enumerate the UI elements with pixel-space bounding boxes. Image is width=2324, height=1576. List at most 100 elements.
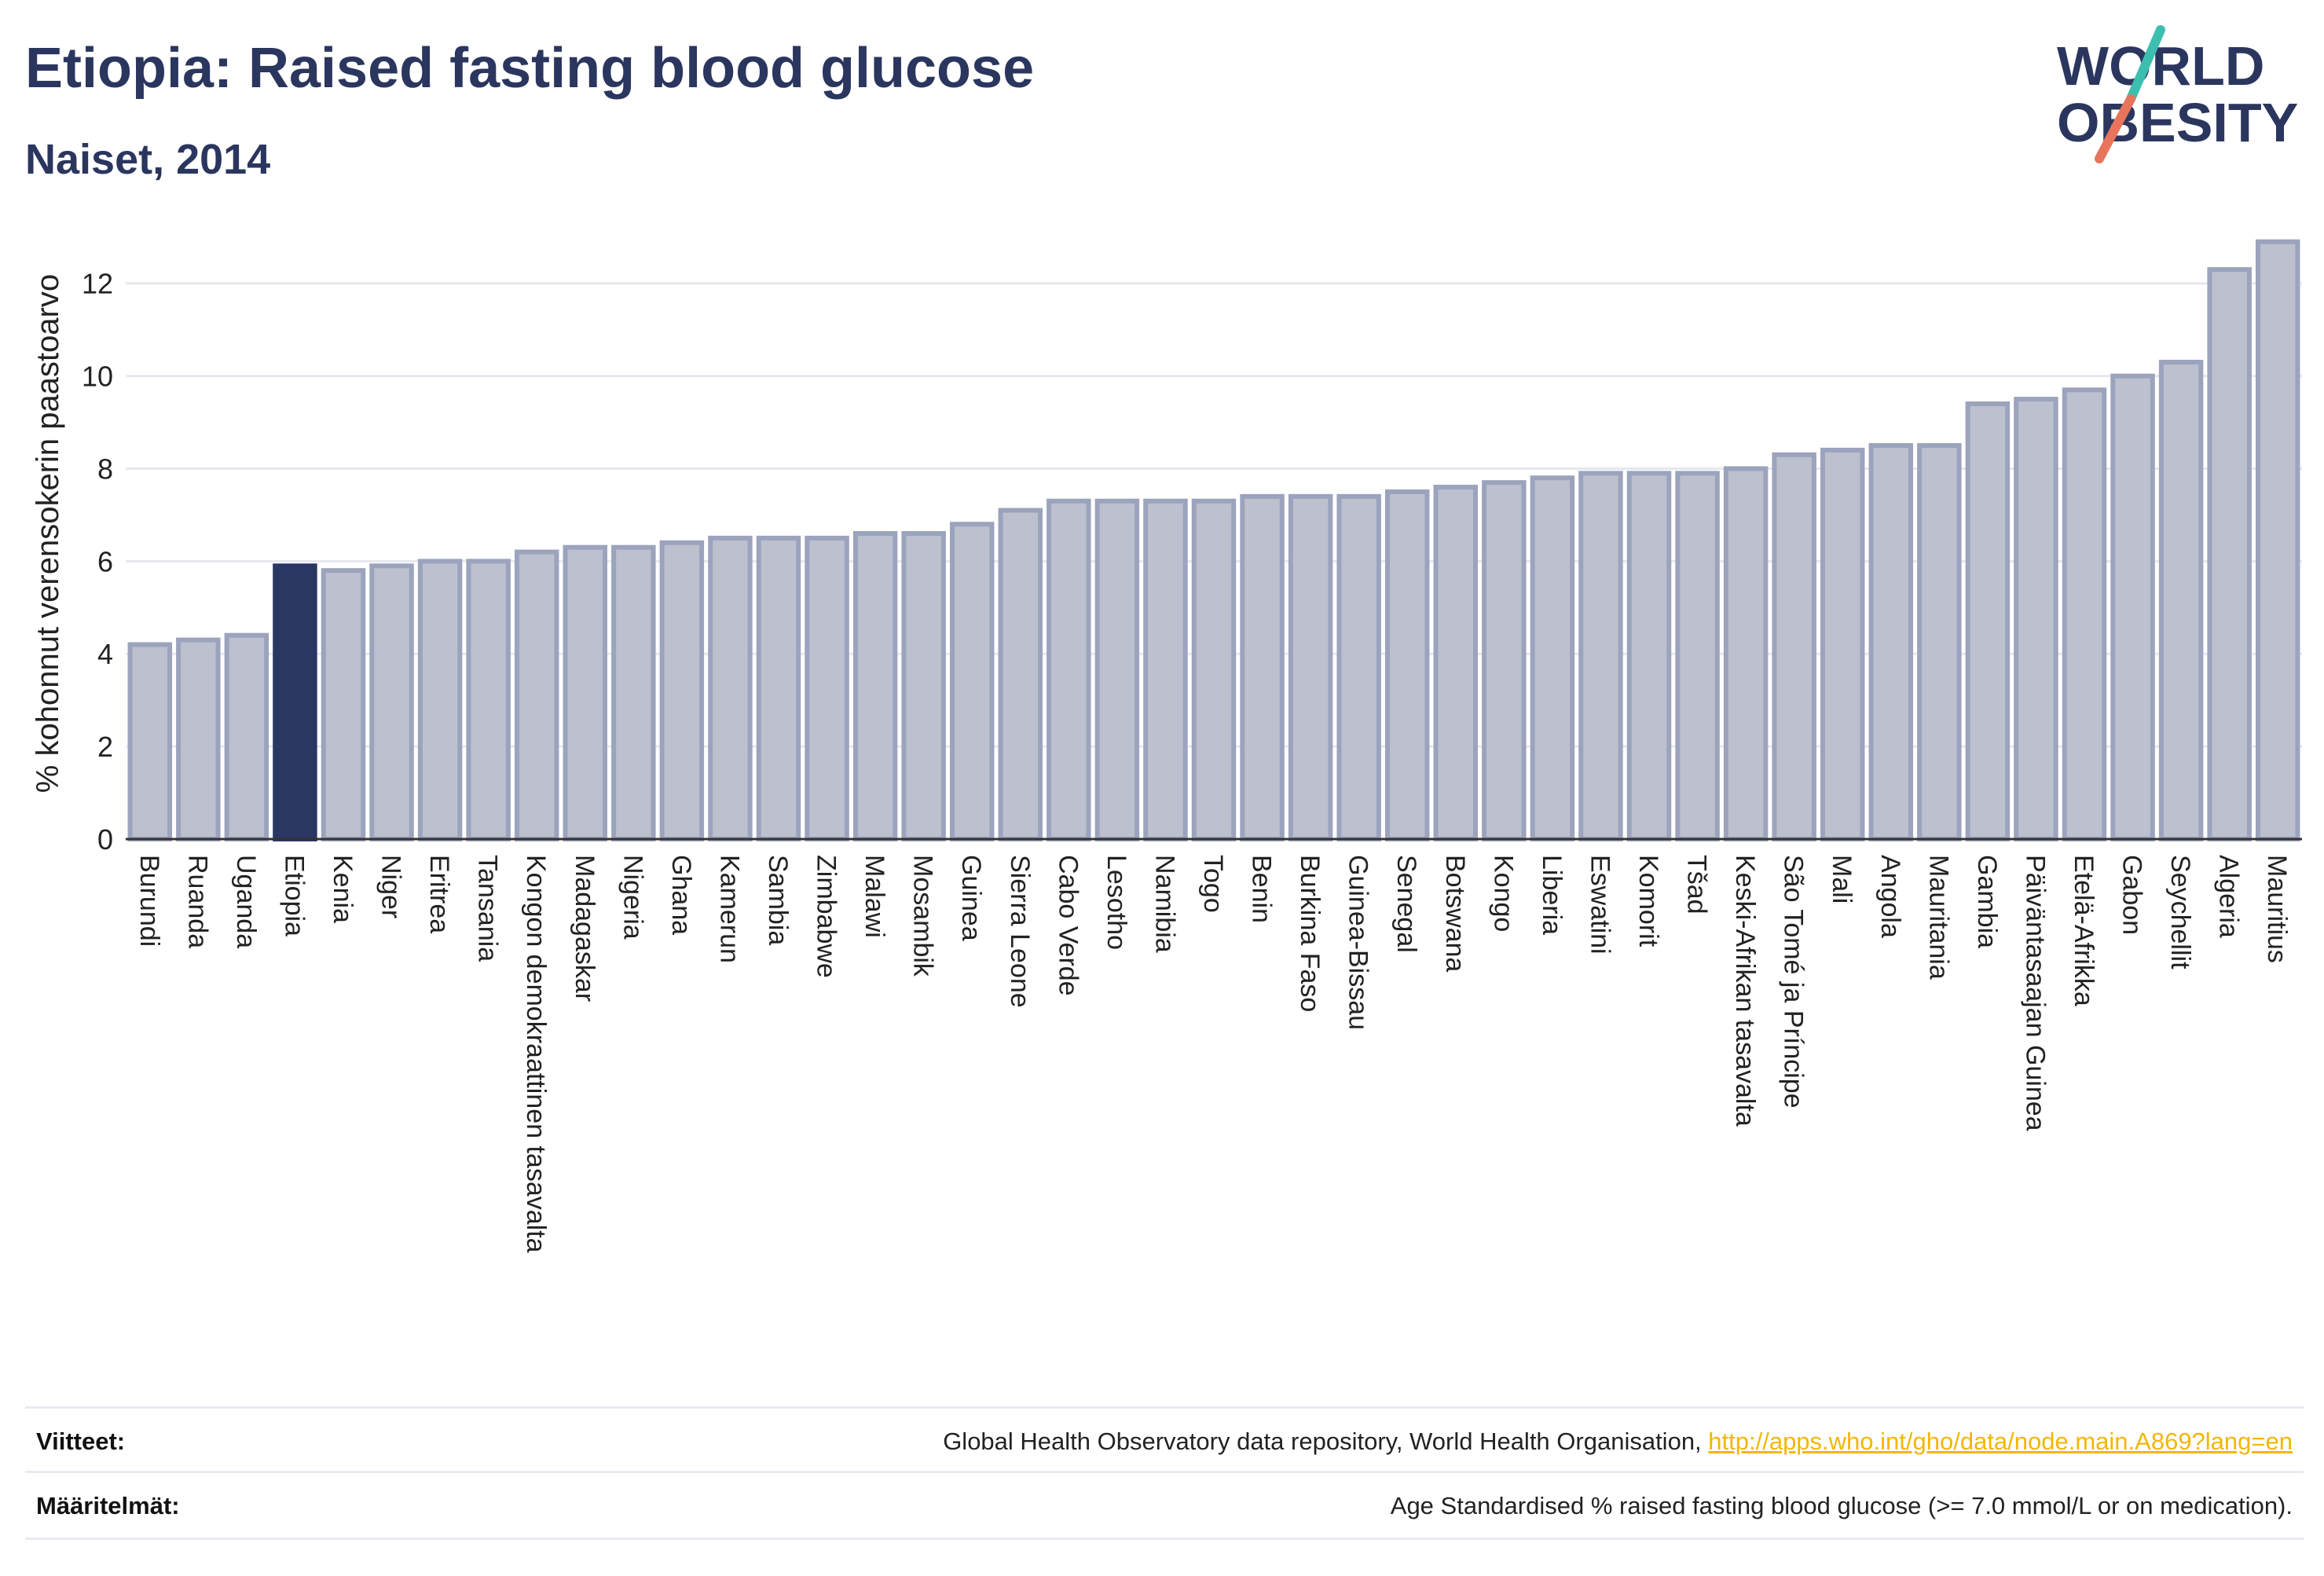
bar-madagaskar[interactable] — [563, 544, 608, 841]
bar-guinea-bissau[interactable] — [1336, 493, 1381, 842]
logo-word-1: WORLD — [2057, 35, 2264, 97]
bar-niger[interactable] — [369, 563, 414, 841]
bar-mauritius[interactable] — [2255, 239, 2300, 841]
x-tick-label: Tšad — [1682, 855, 1712, 914]
y-axis-label: % kohonnut verensokerin paastoarvo — [31, 274, 65, 793]
x-tick-label: Lesotho — [1102, 855, 1131, 950]
bar-mauritania[interactable] — [1917, 443, 1962, 841]
x-tick-label: Guinea — [956, 855, 986, 941]
bar-sambia[interactable] — [756, 535, 801, 841]
sources-text: Global Health Observatory data repositor… — [943, 1428, 1709, 1455]
sources-label: Viitteet: — [36, 1428, 126, 1455]
x-tick-label: São Tomé ja Príncipe — [1779, 855, 1809, 1109]
x-tick-label: Mosambik — [908, 855, 938, 977]
bar-liberia[interactable] — [1530, 475, 1575, 841]
y-tick-label: 0 — [97, 823, 113, 856]
bar-ghana[interactable] — [659, 540, 705, 842]
bar-namibia[interactable] — [1143, 498, 1188, 841]
x-tick-label: Gambia — [1972, 855, 2002, 948]
x-tick-label: Etelä-Afrikka — [2069, 855, 2099, 1006]
bar-botswana[interactable] — [1433, 485, 1479, 841]
bar-kongo[interactable] — [1482, 480, 1527, 842]
x-tick-label: Ruanda — [182, 855, 212, 948]
bar-kongon-demokraattinen-tasavalta[interactable] — [514, 549, 559, 841]
bar-ruanda[interactable] — [176, 637, 221, 841]
bar-mali[interactable] — [1820, 447, 1865, 842]
x-tick-label: Togo — [1198, 855, 1228, 913]
bar-malawi[interactable] — [852, 531, 898, 841]
world-obesity-logo: WORLD OBESITY — [2057, 25, 2298, 163]
x-tick-label: Mauritius — [2262, 855, 2292, 963]
bar-keski-afrikan-tasavalta[interactable] — [1723, 466, 1769, 841]
bar-zimbabwe[interactable] — [805, 535, 849, 841]
bar-sierra-leone[interactable] — [998, 508, 1043, 841]
bar-kamerun[interactable] — [708, 535, 753, 841]
bar-togo[interactable] — [1191, 498, 1237, 841]
sources-link[interactable]: http://apps.who.int/gho/data/node.main.A… — [1708, 1428, 2293, 1455]
x-tick-label: Benin — [1247, 855, 1277, 923]
bar-tansania[interactable] — [466, 559, 511, 841]
bar-uganda[interactable] — [224, 632, 269, 842]
footer-sources-row: Viitteet: Global Health Observatory data… — [25, 1406, 2304, 1473]
x-tick-label: Seychellit — [2165, 855, 2195, 969]
bar-eswatini[interactable] — [1578, 471, 1623, 841]
bar-etel-afrikka[interactable] — [2062, 387, 2107, 841]
x-tick-label: Tansania — [473, 855, 503, 962]
bar-eritrea[interactable] — [417, 559, 463, 841]
x-tick-label: Malawi — [860, 855, 889, 938]
x-tick-label: Gabon — [2117, 855, 2147, 935]
x-tick-label: Liberia — [1537, 855, 1567, 935]
bar-benin[interactable] — [1240, 493, 1285, 842]
bar-algeria[interactable] — [2207, 267, 2252, 841]
x-tick-label: Senegal — [1391, 855, 1421, 953]
x-tick-label: Eritrea — [424, 855, 454, 933]
x-tick-label: Botswana — [1440, 855, 1470, 972]
bar-burundi[interactable] — [127, 642, 173, 841]
x-tick-label: Uganda — [231, 855, 261, 948]
bar-gabon[interactable] — [2110, 373, 2155, 841]
x-tick-label: Päiväntasaajan Guinea — [2020, 855, 2050, 1131]
x-tick-label: Burkina Faso — [1295, 855, 1325, 1012]
bar-burkina-faso[interactable] — [1288, 493, 1333, 842]
x-tick-label: Kongon demokraattinen tasavalta — [521, 855, 551, 1253]
bar-mosambik[interactable] — [901, 531, 946, 841]
footer-definitions-row: Määritelmät: Age Standardised % raised f… — [25, 1471, 2304, 1540]
x-tick-label: Etiopia — [279, 855, 309, 936]
x-tick-label: Guinea-Bissau — [1343, 855, 1373, 1030]
bar-p-iv-ntasaajan-guinea[interactable] — [2014, 397, 2058, 841]
y-tick-label: 10 — [82, 361, 113, 393]
sources-value: Global Health Observatory data repositor… — [943, 1428, 2293, 1456]
bar-chart: 0 2 4 6 8 10 12 % kohonnut verensokerin paastoa… — [31, 239, 2302, 1253]
definitions-label: Määritelmät: — [36, 1492, 180, 1519]
x-tick-label: Keski-Afrikan tasavalta — [1730, 855, 1760, 1127]
logo-slash-coral — [2095, 94, 2135, 163]
x-tick-label: Mauritania — [1923, 855, 1953, 980]
bar-lesotho[interactable] — [1094, 498, 1140, 841]
x-tick-label: Sierra Leone — [1005, 855, 1035, 1008]
logo-word-2: OBESITY — [2057, 92, 2298, 153]
x-tick-label: Niger — [376, 855, 406, 918]
y-tick-label: 6 — [97, 545, 113, 577]
x-tick-label: Kamerun — [714, 855, 744, 963]
logo-slash-teal — [2126, 25, 2165, 104]
bar-seychellit[interactable] — [2158, 359, 2204, 841]
bar-gambia[interactable] — [1965, 401, 2011, 841]
x-tick-label: Sambia — [763, 855, 793, 945]
x-tick-label: Angola — [1875, 855, 1905, 938]
bar-nigeria[interactable] — [611, 544, 656, 841]
bar-cabo-verde[interactable] — [1047, 498, 1091, 841]
x-tick-label: Mali — [1827, 855, 1857, 903]
chart-title: Etiopia: Raised fasting blood glucose — [25, 37, 1035, 100]
bar-t-ad[interactable] — [1675, 471, 1720, 841]
y-tick-label: 8 — [97, 453, 113, 485]
x-tick-label: Komorit — [1633, 855, 1663, 947]
bar-angola[interactable] — [1868, 443, 1914, 841]
x-tick-label: Madagaskar — [570, 855, 599, 1002]
bar-senegal[interactable] — [1384, 489, 1430, 841]
bar-s-o-tom-ja-pr-ncipe[interactable] — [1772, 452, 1816, 841]
bar-guinea[interactable] — [949, 522, 995, 841]
bar-kenia[interactable] — [321, 568, 366, 841]
bar-etiopia[interactable] — [273, 563, 317, 841]
bar-komorit[interactable] — [1626, 471, 1672, 841]
y-tick-label: 4 — [97, 638, 113, 670]
